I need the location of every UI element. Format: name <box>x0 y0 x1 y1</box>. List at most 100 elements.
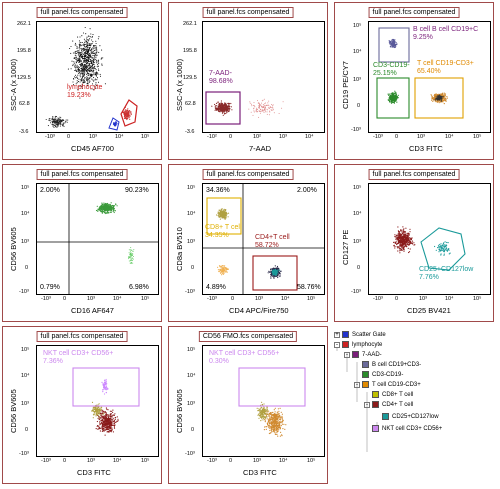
plot-panel-cd3-cd56[interactable]: full panel.fcs compensated CD56 BV605 10… <box>2 326 162 484</box>
event-dot <box>98 69 100 71</box>
event-dot <box>80 41 82 43</box>
lymphocyte-gate[interactable] <box>120 99 138 127</box>
event-dot <box>104 434 106 436</box>
event-dot <box>90 49 92 51</box>
event-dot <box>403 235 405 237</box>
event-dot <box>82 66 84 69</box>
plot-panel-cd25-cd127[interactable]: full panel.fcs compensated CD127 PE 10⁵ … <box>334 164 494 322</box>
event-dot <box>395 91 397 93</box>
plot-panel-cd4-cd8[interactable]: full panel.fcs compensated CD8a BV510 10… <box>168 164 328 322</box>
event-dot <box>88 65 90 67</box>
t-cell-gate[interactable] <box>414 77 464 119</box>
event-dot <box>79 48 81 50</box>
event-dot <box>78 50 80 52</box>
scatter-plot-area[interactable]: 2.00% 90.23% 0.79% 6.98% <box>36 183 159 295</box>
7aad-gate[interactable] <box>205 91 241 125</box>
event-dot <box>86 57 88 59</box>
event-dot <box>103 211 106 214</box>
event-dot <box>435 249 437 251</box>
event-dot <box>132 255 133 256</box>
event-dot <box>252 114 254 116</box>
event-dot <box>442 248 444 250</box>
event-dot <box>102 413 104 415</box>
plot-panel-cd45-ssc[interactable]: full panel.fcs compensated SSC-A (x 1000… <box>2 2 162 160</box>
event-dot <box>97 68 100 70</box>
scatter-plot-area[interactable]: 7-AAD- 98.68% <box>202 21 325 133</box>
cd3-cd19-neg-gate[interactable] <box>376 77 410 119</box>
event-dot <box>273 427 275 429</box>
event-dot <box>443 246 445 248</box>
event-dot <box>410 239 412 241</box>
y-tick: 10⁵ <box>353 185 362 191</box>
event-dot <box>272 411 274 413</box>
scatter-plot-area[interactable]: 34.36% 2.00% 4.89% 58.76% CD8+ T cell 34… <box>202 183 325 295</box>
cd4-t-cell-gate[interactable] <box>252 255 298 291</box>
event-dot <box>279 424 281 426</box>
event-dot <box>263 105 265 107</box>
event-dot <box>221 274 223 276</box>
event-dot <box>106 388 108 391</box>
event-dot <box>438 248 440 250</box>
event-dot <box>91 36 93 38</box>
event-dot <box>93 58 95 60</box>
event-dot <box>436 97 438 99</box>
event-dot <box>87 61 89 63</box>
plot-panel-cd56-fmo[interactable]: CD56 FMO.fcs compensated CD56 BV605 10⁵ … <box>168 326 328 484</box>
cd8-t-cell-gate[interactable] <box>206 197 242 235</box>
event-dot <box>267 107 269 109</box>
event-dot <box>129 118 131 120</box>
event-dot <box>221 104 223 107</box>
event-dot <box>63 122 65 124</box>
plot-panel-cd16-cd56[interactable]: full panel.fcs compensated CD56 BV605 10… <box>2 164 162 322</box>
event-dot <box>269 110 271 112</box>
event-dot <box>89 70 91 72</box>
event-dot <box>266 111 268 113</box>
scatter-plot-area[interactable]: B cell B cell CD19+C 9.25% CD3-CD19- 25.… <box>368 21 491 133</box>
scatter-points <box>95 202 135 264</box>
event-dot <box>83 75 85 78</box>
y-tick: -10³ <box>19 451 29 457</box>
y-tick: -10³ <box>19 289 29 295</box>
event-dot <box>110 427 112 429</box>
event-dot <box>275 418 277 420</box>
event-dot <box>223 111 225 113</box>
event-dot <box>125 117 127 119</box>
plot-panel-7aad-ssc[interactable]: full panel.fcs compensated SSC-A (x 1000… <box>168 2 328 160</box>
event-dot <box>103 416 105 418</box>
event-dot <box>94 72 96 74</box>
event-dot <box>78 70 80 72</box>
cd25-cd127low-gate[interactable] <box>420 227 466 271</box>
scatter-plot-area[interactable]: NKT cell CD3+ CD56+ 7.36% <box>36 345 159 457</box>
event-dot <box>128 256 130 258</box>
event-dot <box>389 42 391 44</box>
event-dot <box>86 48 88 50</box>
event-dot <box>218 212 220 214</box>
event-dot <box>109 207 111 209</box>
event-dot <box>95 42 97 45</box>
event-dot <box>220 210 223 212</box>
event-dot <box>85 55 87 57</box>
event-dot <box>92 75 94 77</box>
event-dot <box>387 99 389 101</box>
scatter-plot-area[interactable]: CD25+CD127low 7.76% <box>368 183 491 295</box>
event-dot <box>56 126 58 128</box>
y-axis-label: CD56 BV605 <box>9 227 18 271</box>
b-cell-gate[interactable] <box>378 27 410 63</box>
event-dot <box>431 96 433 98</box>
event-dot <box>274 407 276 409</box>
nkt-cell-gate[interactable] <box>72 367 140 407</box>
event-dot <box>438 102 440 104</box>
scatter-plot-area[interactable]: lymphocyte 19.23% <box>36 21 159 133</box>
event-dot <box>438 251 440 253</box>
x-tick: 10⁵ <box>141 134 150 140</box>
event-dot <box>261 401 263 403</box>
scatter-plot-area[interactable]: NKT cell CD3+ CD56+ 0.30% <box>202 345 325 457</box>
x-axis-label: CD16 AF647 <box>71 306 114 315</box>
event-dot <box>263 111 265 113</box>
scatter-gate[interactable] <box>108 117 120 131</box>
event-dot <box>440 95 442 97</box>
plot-panel-cd3-cd19[interactable]: full panel.fcs compensated CD19 PE/CY7 1… <box>334 2 494 160</box>
event-dot <box>132 251 134 252</box>
event-dot <box>110 202 112 204</box>
event-dot <box>89 56 91 58</box>
